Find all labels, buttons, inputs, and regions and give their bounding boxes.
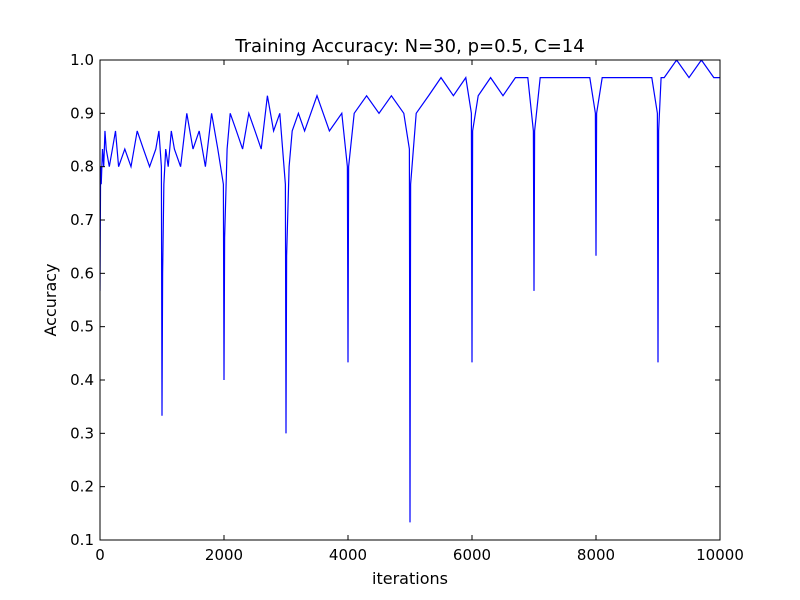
x-tick-label: 6000 — [453, 546, 491, 564]
x-tick-label: 8000 — [577, 546, 615, 564]
x-tick-label: 10000 — [696, 546, 744, 564]
y-tick-label: 0.7 — [70, 211, 94, 229]
y-tick-label: 0.8 — [70, 158, 94, 176]
y-tick-label: 0.1 — [70, 531, 94, 549]
series-line-0 — [100, 60, 720, 523]
y-axis-label: Accuracy — [41, 263, 60, 336]
chart-title: Training Accuracy: N=30, p=0.5, C=14 — [234, 36, 584, 57]
x-tick-label: 0 — [95, 546, 105, 564]
y-tick-label: 0.4 — [70, 371, 94, 389]
x-tick-label: 2000 — [205, 546, 243, 564]
y-tick-label: 0.9 — [70, 104, 94, 122]
x-axis-label: iterations — [372, 569, 448, 588]
plot-area: 0 2000 4000 6000 8000 10000 0.1 0.2 0.3 0.4 0.5 0.6… — [70, 51, 744, 564]
y-tick-label: 0.2 — [70, 478, 94, 496]
y-tick-label: 0.5 — [70, 318, 94, 336]
x-tick-label: 4000 — [329, 546, 367, 564]
plot-frame — [99, 59, 721, 541]
y-tick-label: 0.6 — [70, 264, 94, 282]
y-tick-label: 1.0 — [70, 51, 94, 69]
y-tick-label: 0.3 — [70, 424, 94, 442]
series-layer — [100, 60, 720, 523]
ticks-layer: 0 2000 4000 6000 8000 10000 0.1 0.2 0.3 0.4 0.5 0.6… — [70, 51, 744, 564]
